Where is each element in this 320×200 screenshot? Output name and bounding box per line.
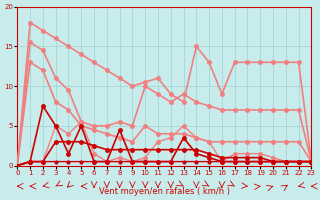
X-axis label: Vent moyen/en rafales ( km/h ): Vent moyen/en rafales ( km/h ) bbox=[99, 187, 230, 196]
